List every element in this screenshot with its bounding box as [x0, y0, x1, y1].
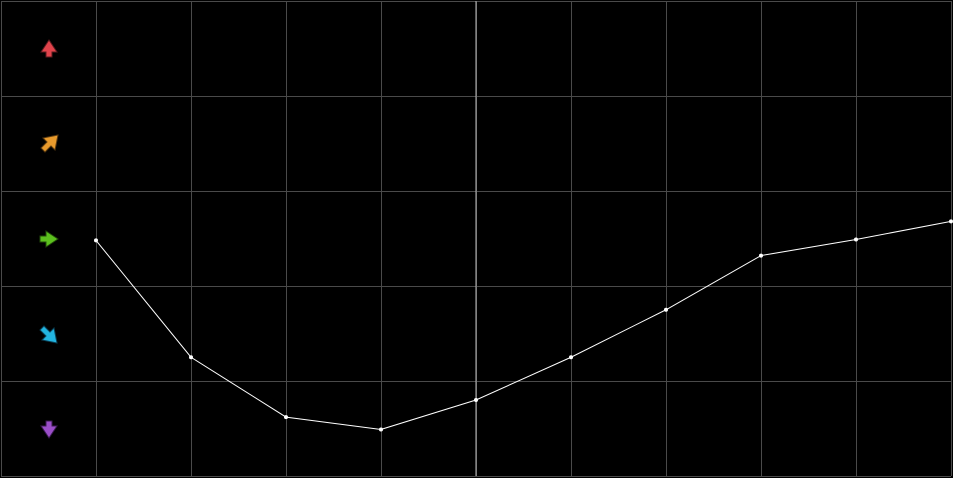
curve-point — [284, 415, 288, 420]
arrow-up[interactable] — [40, 39, 58, 58]
curve-point — [759, 253, 763, 258]
curve-point — [569, 355, 573, 360]
arrow-right[interactable] — [39, 230, 59, 248]
curve-point — [664, 307, 668, 312]
curve-point — [854, 237, 858, 242]
plot — [94, 219, 953, 432]
curve-point — [189, 355, 193, 360]
arrow-down-right[interactable] — [39, 325, 58, 344]
arrow-icons — [39, 39, 59, 439]
curve-point — [949, 219, 953, 224]
arrow-up-right[interactable] — [40, 134, 59, 153]
curve — [95, 220, 952, 430]
curve-point — [94, 238, 98, 243]
curve-point — [474, 398, 478, 402]
arrow-down[interactable] — [40, 420, 58, 439]
curve-point — [379, 427, 383, 432]
